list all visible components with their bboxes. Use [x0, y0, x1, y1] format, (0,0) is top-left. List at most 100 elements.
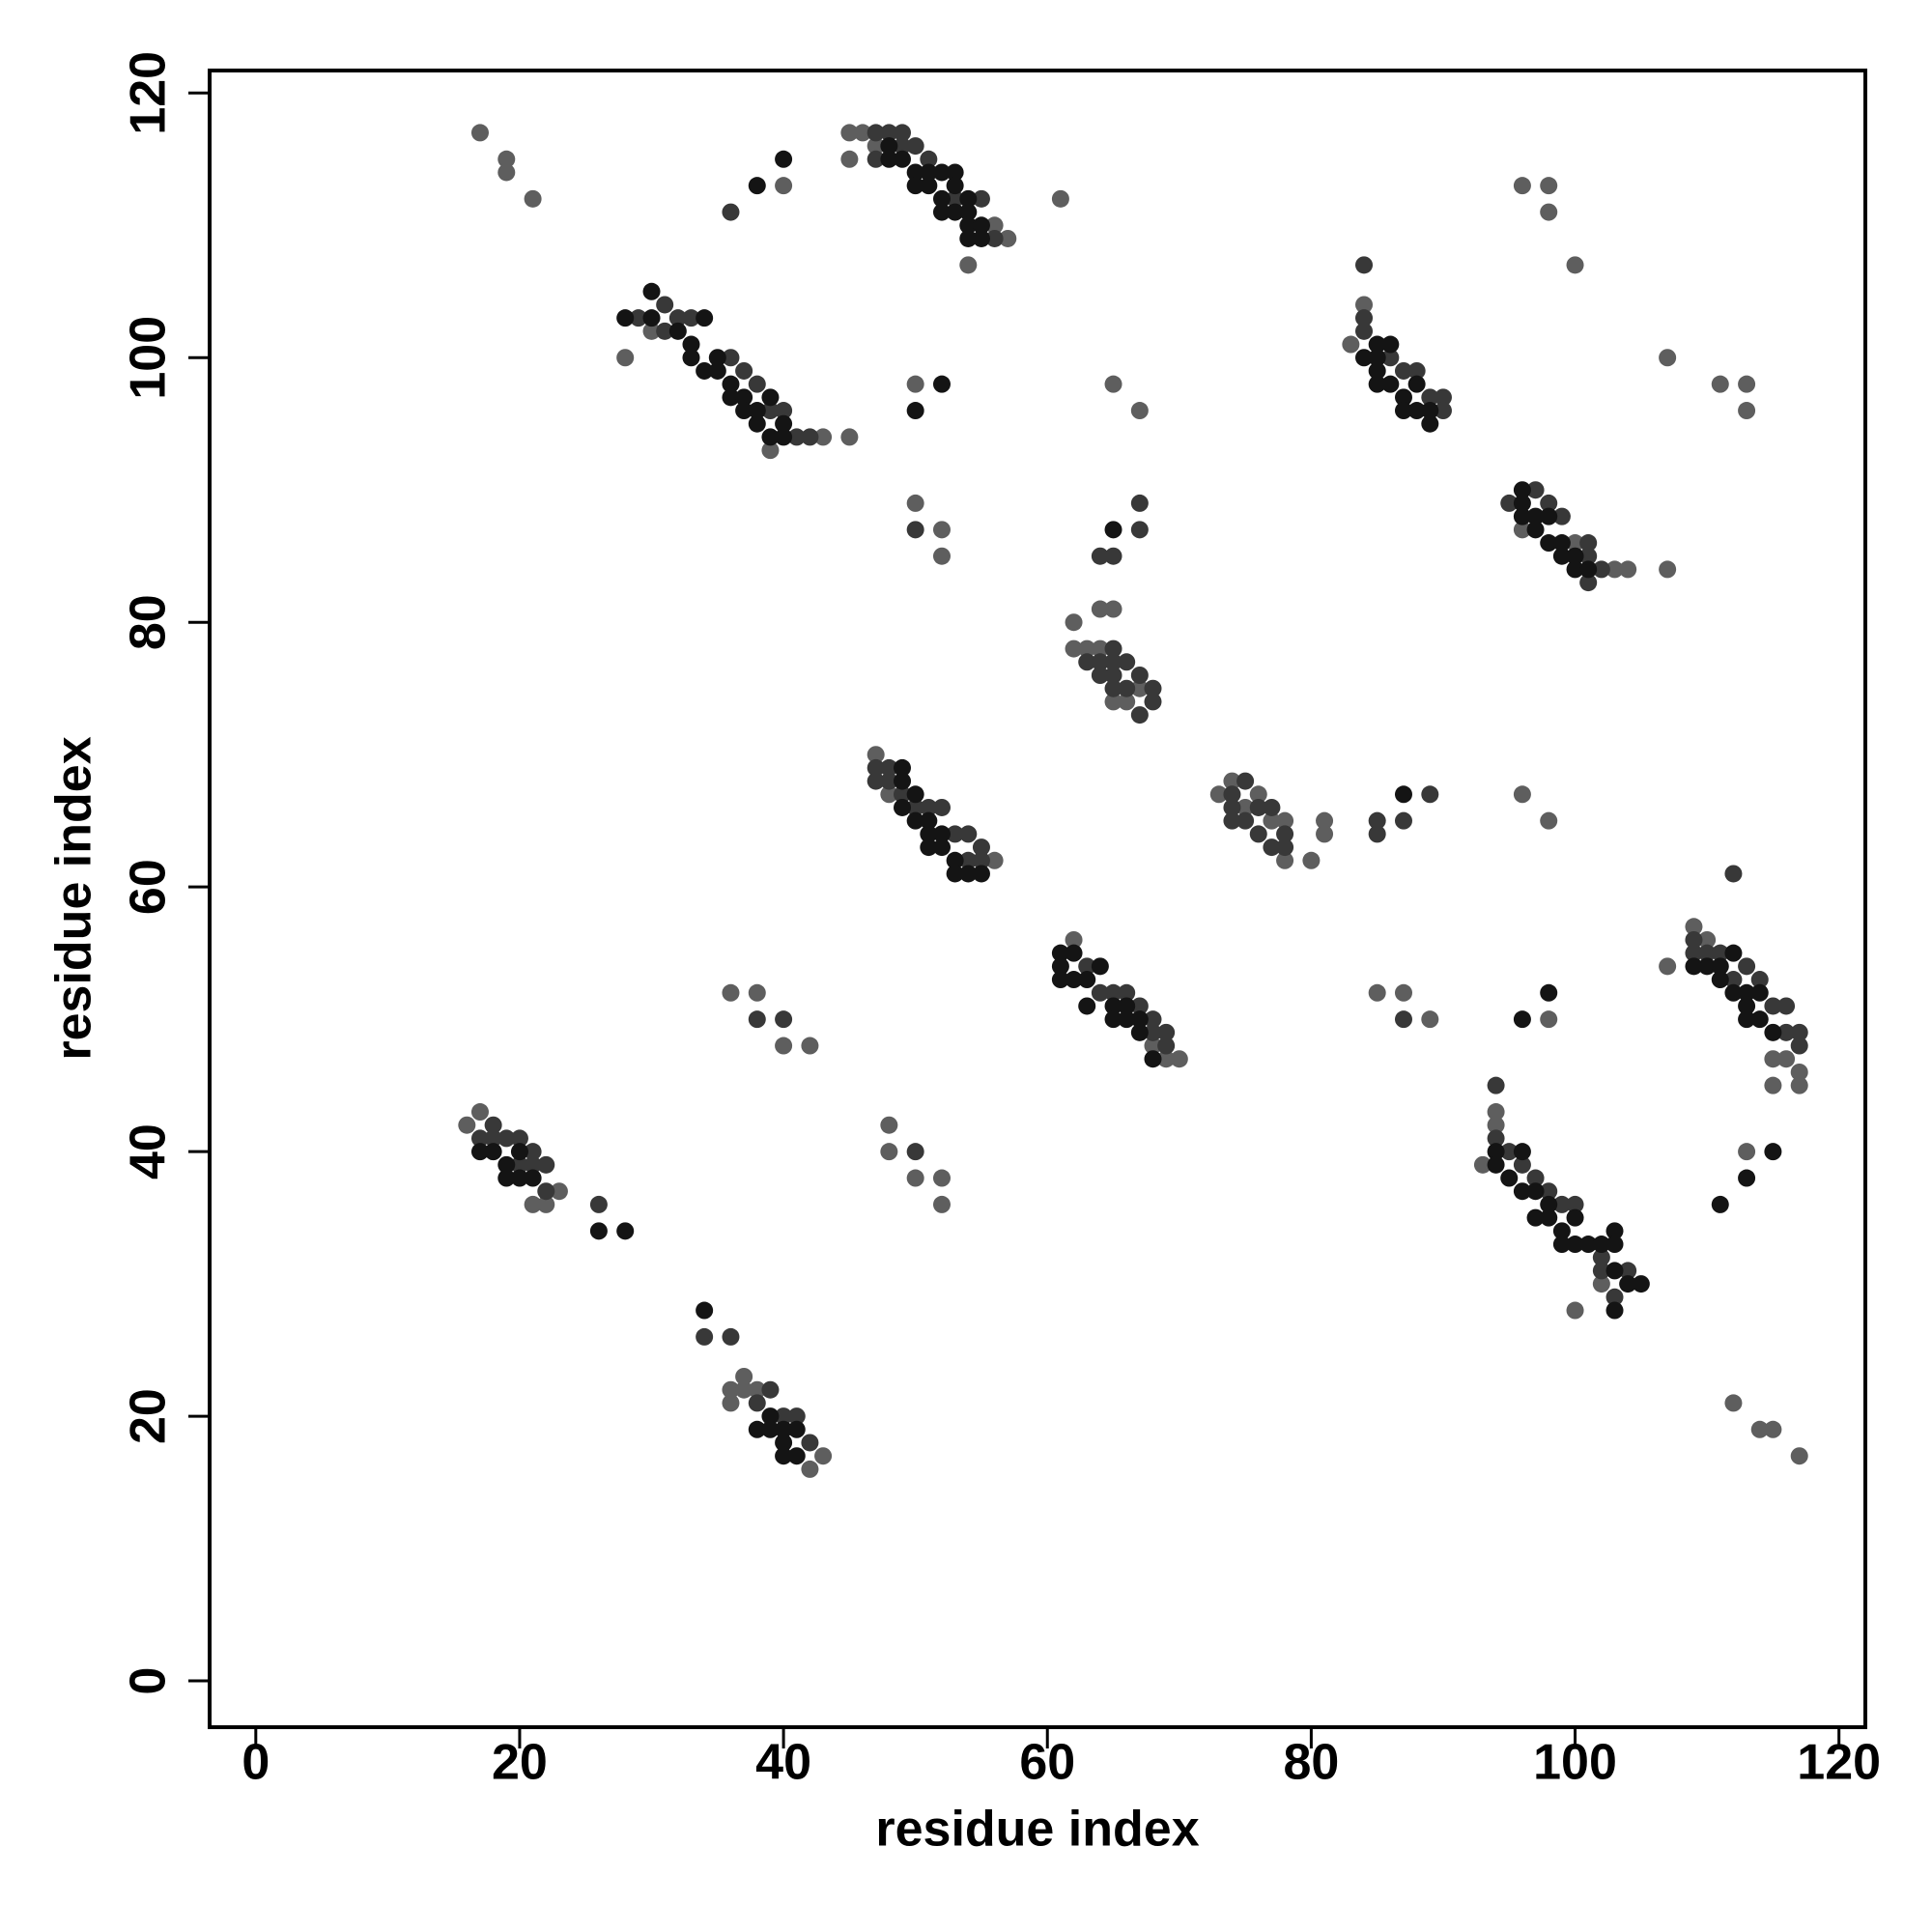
point: [537, 1155, 555, 1174]
point: [484, 1143, 502, 1161]
point: [470, 1129, 489, 1148]
point: [1513, 1010, 1531, 1029]
point: [880, 758, 898, 777]
point: [1065, 944, 1083, 962]
point: [1223, 811, 1241, 830]
point: [1130, 997, 1149, 1015]
point: [1407, 375, 1426, 393]
point: [1223, 785, 1241, 804]
point: [1724, 983, 1743, 1002]
point: [1249, 798, 1267, 816]
point: [484, 1129, 502, 1148]
point: [1487, 1076, 1505, 1094]
point: [906, 798, 924, 816]
point: [906, 785, 924, 804]
point: [1566, 534, 1584, 553]
point: [1104, 1010, 1122, 1029]
point: [1368, 375, 1386, 393]
x-tick-label: 40: [755, 1735, 811, 1791]
point: [1711, 957, 1729, 976]
point: [1738, 1143, 1756, 1161]
point: [497, 1129, 516, 1148]
point: [1566, 547, 1584, 565]
point: [1738, 957, 1756, 976]
point: [1540, 1010, 1558, 1029]
point: [880, 150, 898, 168]
point: [1421, 414, 1439, 433]
point: [1659, 560, 1677, 579]
point: [1513, 1155, 1531, 1174]
point: [1302, 851, 1321, 869]
point: [1118, 1010, 1136, 1029]
point: [1500, 1143, 1519, 1161]
point: [735, 1368, 753, 1386]
point: [1091, 957, 1109, 976]
point: [1368, 983, 1386, 1002]
point: [775, 1010, 793, 1029]
point: [1513, 494, 1531, 512]
point: [1592, 1248, 1610, 1266]
x-axis-title: residue index: [875, 1802, 1199, 1858]
point: [1738, 997, 1756, 1015]
point: [867, 746, 885, 764]
point: [1790, 1076, 1808, 1094]
point: [1263, 838, 1281, 857]
point: [1738, 983, 1756, 1002]
point: [1355, 296, 1374, 314]
point: [470, 1143, 489, 1161]
point: [722, 983, 740, 1002]
point: [1738, 375, 1756, 393]
point: [972, 229, 990, 247]
point: [880, 772, 898, 790]
point: [510, 1129, 528, 1148]
point: [775, 414, 793, 433]
point: [1104, 600, 1122, 618]
point: [1750, 971, 1769, 989]
point: [1592, 1236, 1610, 1254]
point: [761, 428, 780, 446]
point: [1394, 811, 1412, 830]
point: [1236, 811, 1255, 830]
point: [801, 1037, 819, 1055]
point: [840, 124, 859, 142]
point: [932, 1169, 951, 1187]
point: [906, 811, 924, 830]
point: [1487, 1116, 1505, 1134]
point: [748, 1420, 766, 1438]
point: [510, 1169, 528, 1187]
point: [880, 1116, 898, 1134]
point: [1698, 930, 1717, 949]
point: [932, 825, 951, 843]
point: [1579, 560, 1598, 579]
point: [696, 1301, 714, 1320]
point: [1685, 918, 1703, 936]
y-tick-label: 20: [121, 1388, 177, 1444]
point: [920, 798, 938, 816]
point: [1394, 402, 1412, 420]
x-tick-label: 80: [1283, 1735, 1339, 1791]
point: [1104, 547, 1122, 565]
point: [920, 150, 938, 168]
point: [1592, 560, 1610, 579]
point: [1513, 1143, 1531, 1161]
point: [801, 1460, 819, 1478]
point: [932, 521, 951, 539]
point: [589, 1195, 608, 1213]
point: [1605, 1288, 1624, 1306]
point: [959, 865, 978, 883]
point: [1355, 256, 1374, 274]
point: [1421, 1010, 1439, 1029]
point: [1407, 361, 1426, 380]
point: [629, 309, 647, 327]
point: [959, 825, 978, 843]
point: [906, 402, 924, 420]
point: [470, 1103, 489, 1122]
point: [775, 402, 793, 420]
point: [867, 150, 885, 168]
point: [537, 1195, 555, 1213]
point: [1104, 693, 1122, 711]
point: [1605, 560, 1624, 579]
point: [1552, 507, 1571, 526]
point: [1130, 402, 1149, 420]
point: [1526, 1208, 1545, 1227]
